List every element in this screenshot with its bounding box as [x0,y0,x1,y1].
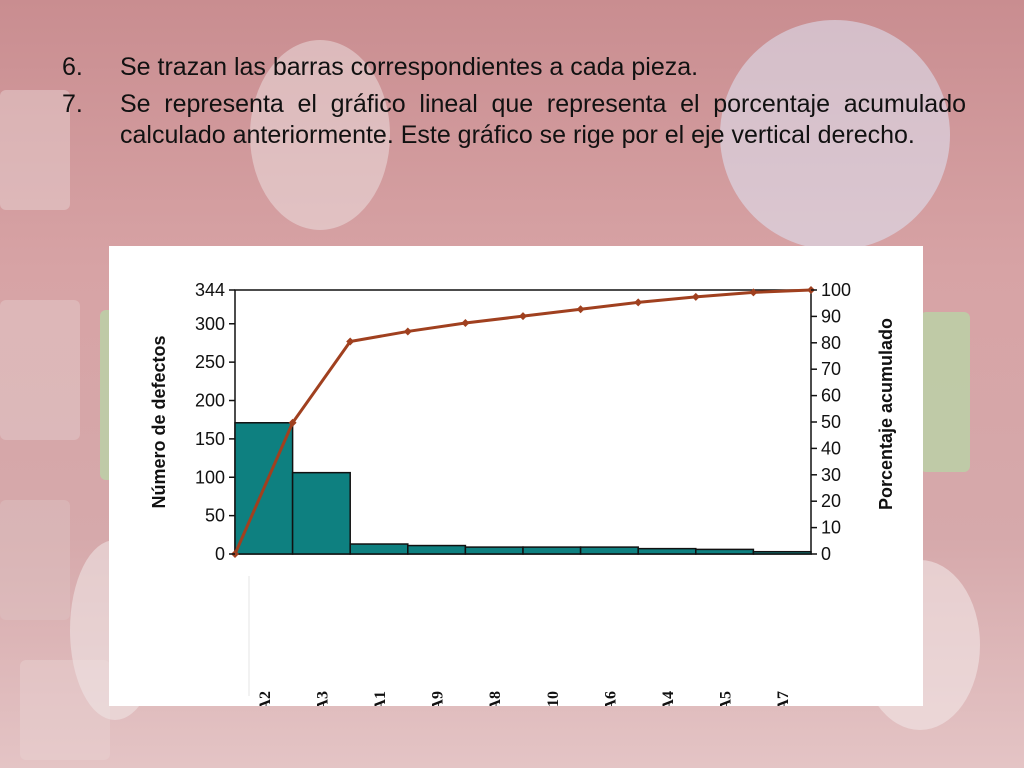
right-tick-label: 50 [821,412,841,432]
list-item: 7. Se representa el gráfico lineal que r… [62,89,966,151]
right-tick-label: 20 [821,491,841,511]
right-tick-label: 30 [821,465,841,485]
background-circle [250,40,390,230]
background-cube [0,90,70,210]
bar-pieza5 [695,548,755,555]
right-axis-title: Porcentaje acumulado [876,318,896,510]
left-tick-label: 344 [195,280,225,300]
left-tick-label: 100 [195,467,225,487]
left-axis: 0 50 100 150 200 250 300 344 [195,280,235,564]
right-tick-label: 10 [821,518,841,538]
left-axis-title: Número de defectos [149,335,169,508]
pareto-chart: 0 50 100 150 200 250 300 344 0 10 20 30 40 50 60 70 80 9… [109,246,923,706]
line-point-pieza1 [403,327,412,336]
line-point-pieza4 [691,292,700,301]
left-tick-label: 250 [195,352,225,372]
right-tick-label: 0 [821,544,831,564]
category-label: PIEZA3 [314,691,331,706]
line-point-pieza6 [634,298,643,307]
right-tick-label: 70 [821,359,841,379]
category-label: PIEZA1 [372,691,389,706]
line-point-pieza10 [576,305,585,314]
line-point-pieza3 [346,337,355,346]
background-cube [920,312,970,472]
list-item-number: 6. [62,53,83,81]
bar-pieza6 [579,546,639,555]
line-point-pieza8 [519,312,527,321]
line-point-pieza9 [461,319,470,327]
line-point-pieza5 [749,288,758,297]
left-tick-label: 200 [195,391,225,411]
bar-pieza4 [637,547,697,555]
right-tick-label: 90 [821,306,841,326]
bar-pieza1 [349,543,409,555]
left-tick-label: 150 [195,429,225,449]
list-item-text: Se representa el gráfico lineal que repr… [120,90,966,149]
chart-canvas: 0 50 100 150 200 250 300 344 0 10 20 30 40 50 60 70 80 9… [149,280,896,706]
category-label: PIEZA4 [660,691,677,706]
bar-pieza10 [522,546,582,555]
category-axis: PIEZA2 PIEZA3 PIEZA1 PIEZA9 PIEZA8 PIEZA10 PIE… [248,576,792,706]
category-label: PIEZA8 [487,691,504,706]
bar-pieza7 [752,550,812,555]
category-label: PIEZA2 [257,691,274,706]
list-item-number: 7. [62,90,83,118]
background-cube [0,300,80,440]
category-label: PIEZA9 [430,691,447,706]
bar-pieza8 [464,546,524,555]
bar-pieza3 [291,471,351,555]
list-item: 6. Se trazan las barras correspondientes… [62,52,966,83]
right-tick-label: 60 [821,386,841,406]
category-label: PIEZA6 [602,691,619,706]
category-label: PIEZA7 [775,691,792,706]
left-tick-label: 300 [195,314,225,334]
right-tick-label: 40 [821,438,841,458]
right-tick-label: 80 [821,333,841,353]
category-label: PIEZA10 [545,691,562,706]
right-tick-label: 100 [821,280,851,300]
bar-pieza9 [407,544,467,555]
left-tick-label: 0 [215,544,225,564]
line-point-pieza2 [288,418,297,427]
category-label: PIEZA5 [718,691,735,706]
list-item-text: Se trazan las barras correspondientes a … [120,53,699,81]
left-tick-label: 50 [205,506,225,526]
background-cube [0,500,70,620]
background-circle [720,20,950,250]
cumulative-line-layer [231,286,815,558]
slide-body-list: 6. Se trazan las barras correspondientes… [62,52,966,157]
right-axis: 0 10 20 30 40 50 60 70 80 90 100 [811,280,851,564]
